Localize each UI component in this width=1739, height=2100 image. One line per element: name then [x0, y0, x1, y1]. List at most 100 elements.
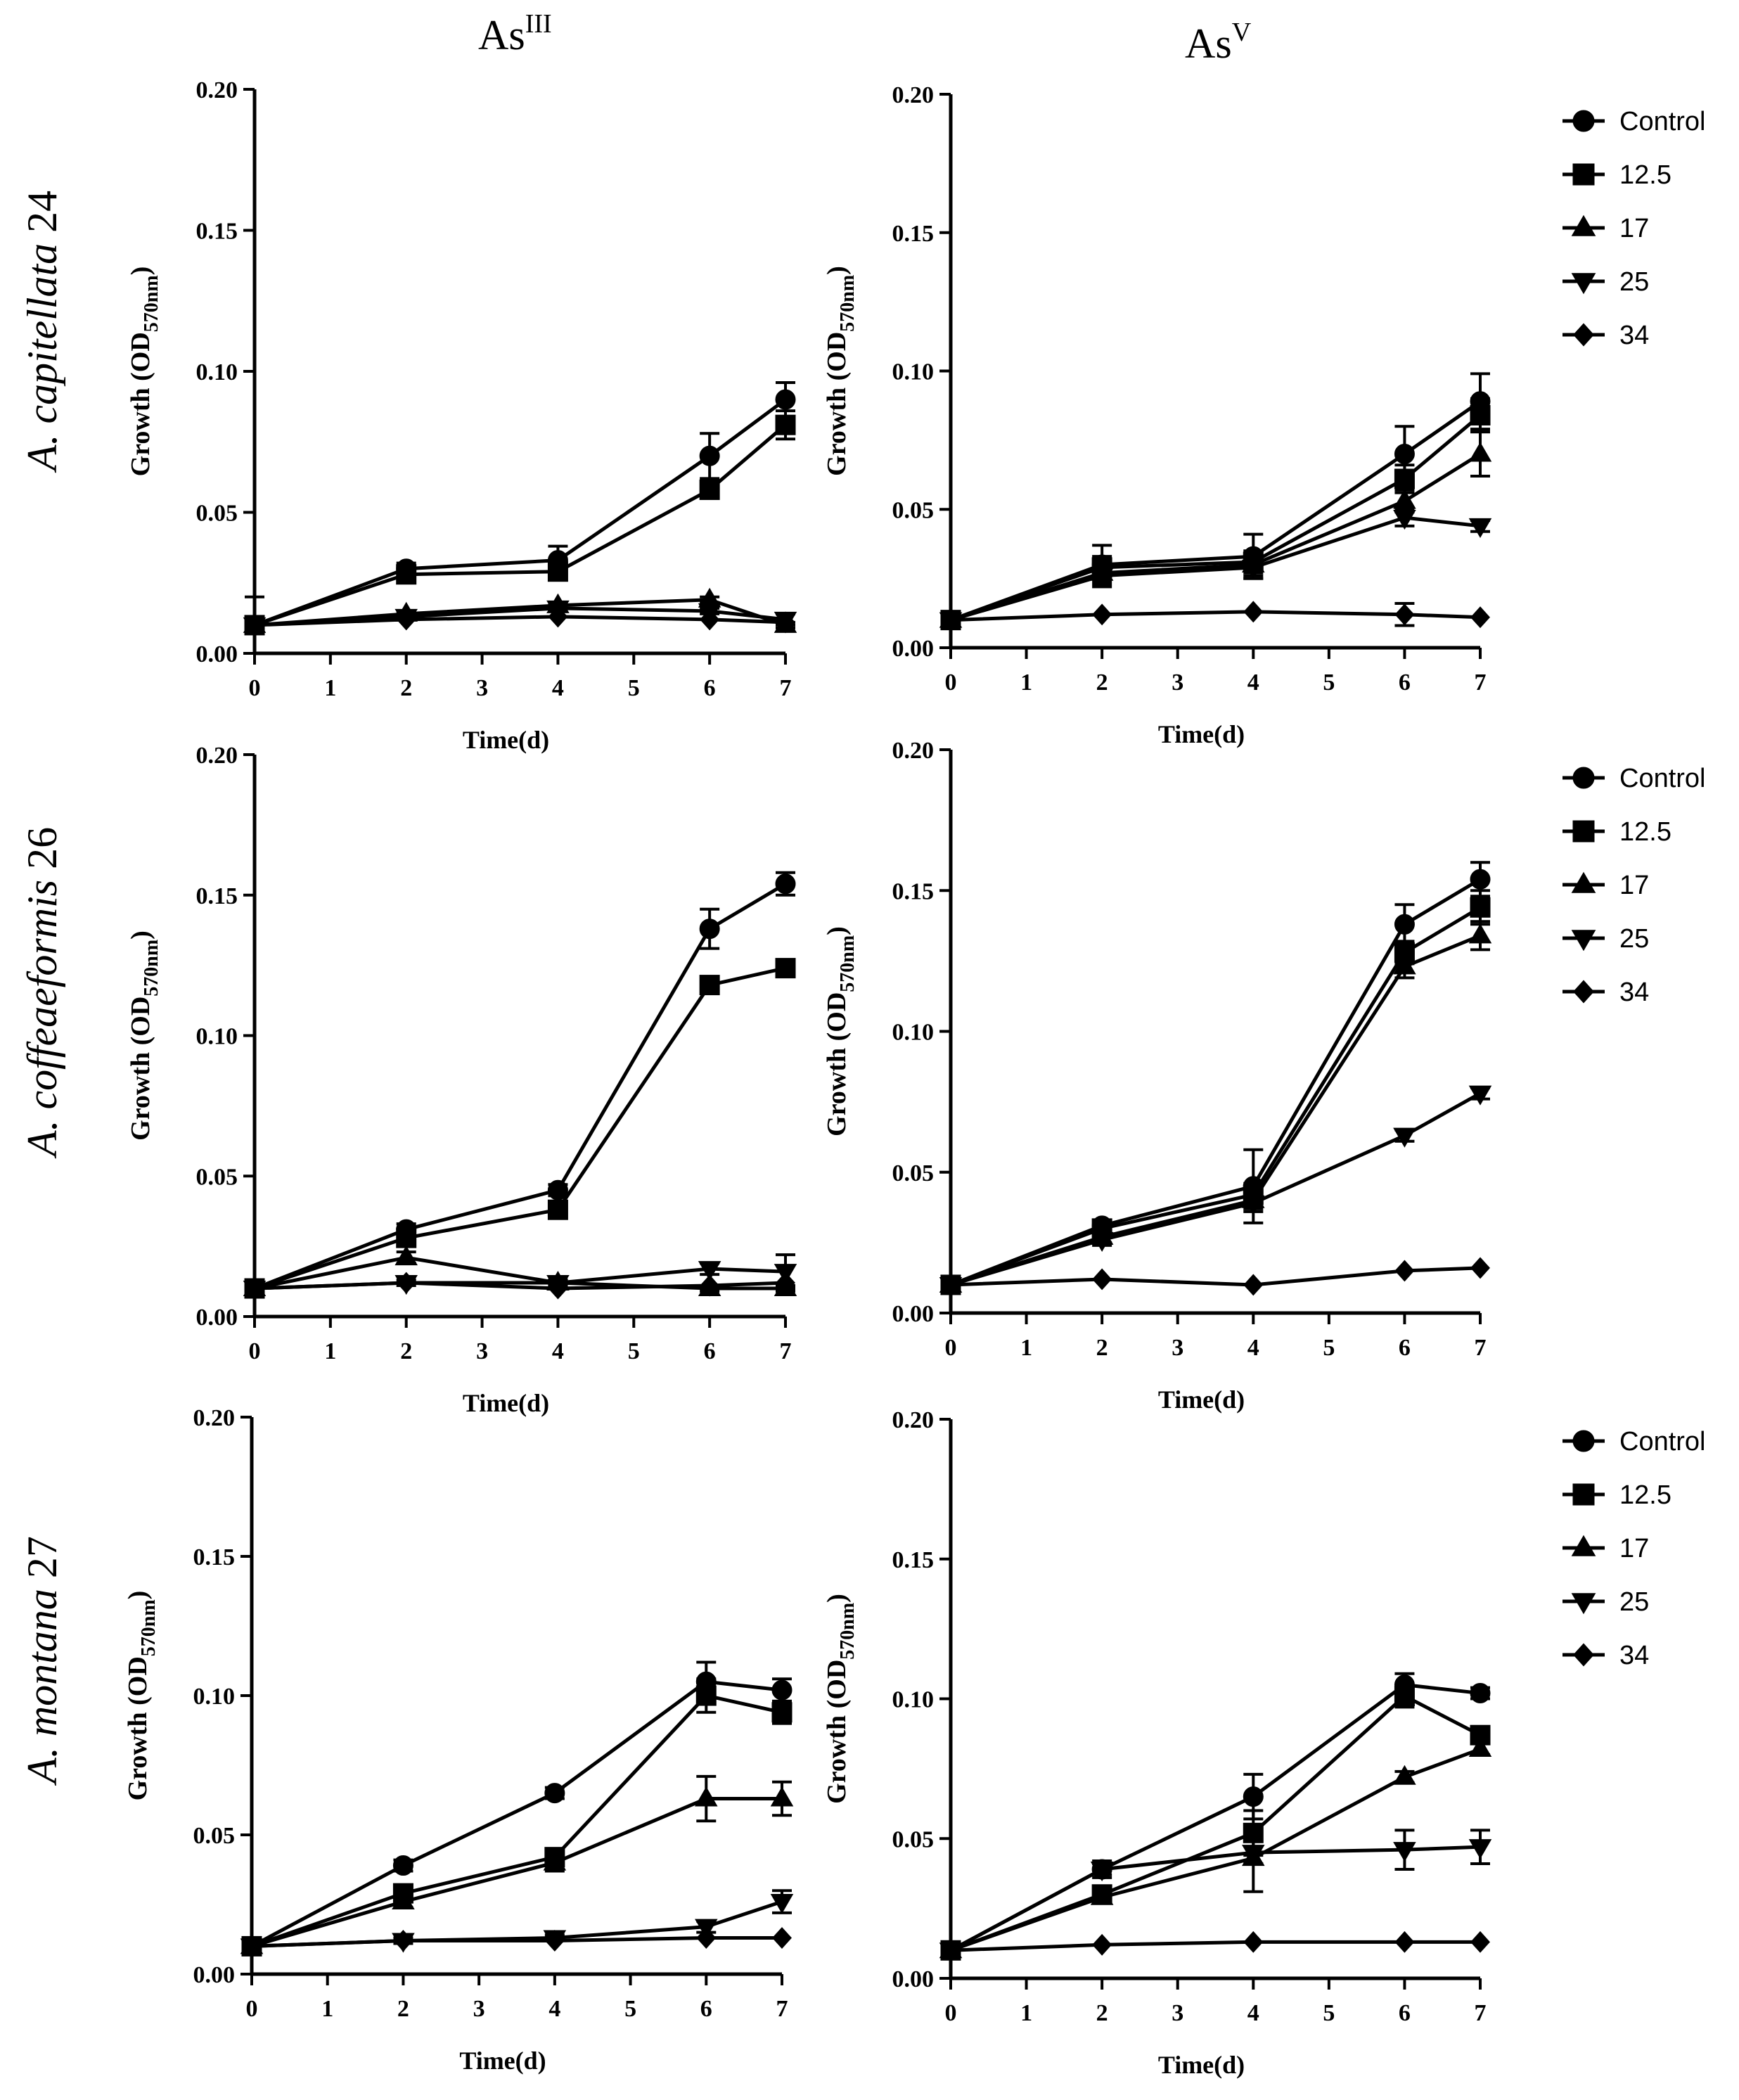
data-point	[1394, 1686, 1415, 1707]
legend-item: 25	[1562, 1587, 1649, 1617]
x-axis-label: Time(d)	[463, 1389, 549, 1417]
legend-marker	[1573, 323, 1594, 347]
x-tick-label: 7	[780, 1338, 792, 1364]
x-tick-label: 1	[1020, 670, 1032, 696]
legend-label: 25	[1619, 267, 1649, 297]
x-tick-label: 6	[704, 1338, 716, 1364]
data-point	[547, 1199, 568, 1220]
x-tick-label: 3	[1172, 670, 1183, 696]
y-axis-label-subscript: 570nm	[141, 275, 162, 332]
series-Control	[241, 1660, 793, 1957]
x-tick-label: 2	[400, 675, 412, 701]
data-point	[1090, 1861, 1114, 1882]
legend-marker	[1571, 871, 1596, 893]
legend-item: 17	[1562, 871, 1649, 900]
legend-label: Control	[1619, 1427, 1706, 1456]
legend-label: 34	[1619, 978, 1649, 1007]
x-tick-label: 5	[1323, 2000, 1335, 2026]
data-point	[396, 564, 417, 585]
data-point	[776, 1272, 795, 1294]
data-point	[1393, 1842, 1416, 1862]
data-point	[547, 561, 568, 582]
x-tick-label: 6	[1399, 2000, 1411, 2026]
data-point	[695, 1786, 718, 1807]
x-axis-label: Time(d)	[1158, 720, 1245, 748]
y-tick-label: 0.20	[196, 743, 238, 769]
data-point	[1468, 518, 1492, 538]
data-point	[1468, 1085, 1492, 1106]
y-axis-label-subscript: 570nm	[141, 940, 162, 997]
y-tick-label: 0.05	[193, 1823, 236, 1849]
data-point	[1092, 603, 1112, 626]
data-point	[242, 1935, 262, 1957]
x-axis-label: Time(d)	[463, 726, 549, 754]
data-point	[1470, 1683, 1491, 1704]
legend-marker	[1571, 273, 1596, 295]
y-axis-label: Growth (OD570nm)	[822, 1594, 859, 1804]
x-tick-label: 3	[1172, 2000, 1183, 2026]
y-axis-label-prefix: Growth (OD	[822, 332, 852, 476]
data-point	[941, 609, 961, 632]
data-point	[1243, 1274, 1264, 1296]
x-tick-label: 3	[1172, 1335, 1183, 1361]
x-axis-label: Time(d)	[1158, 2051, 1245, 2079]
x-tick-label: 5	[1323, 670, 1335, 696]
legend-label: 25	[1619, 924, 1649, 954]
legend-3: Control 12.5 17 25 34	[1562, 1427, 1706, 1670]
data-point	[699, 479, 720, 500]
data-point	[1468, 923, 1492, 944]
y-tick-label: 0.10	[196, 1024, 238, 1050]
x-tick-label: 7	[776, 1996, 788, 2022]
series-34	[245, 606, 795, 636]
y-tick-label: 0.20	[196, 77, 238, 103]
y-axis-label-subscript: 570nm	[837, 935, 859, 992]
legend-2: Control 12.5 17 25 34	[1562, 764, 1706, 1007]
data-point	[245, 1277, 264, 1300]
y-axis-label: Growth (OD570nm)	[822, 266, 859, 476]
x-axis-label: Time(d)	[459, 2047, 546, 2075]
data-point	[548, 1277, 568, 1300]
y-axis-label: Growth (OD570nm)	[126, 930, 162, 1141]
legend-item: 34	[1562, 1641, 1649, 1670]
y-tick-label: 0.00	[892, 1301, 935, 1327]
x-tick-label: 1	[1020, 1335, 1032, 1361]
y-axis-label-suffix: )	[126, 267, 155, 276]
data-point	[1468, 442, 1492, 462]
series-line	[949, 1845, 1481, 1952]
legend-label: 17	[1619, 1534, 1649, 1563]
data-point	[548, 606, 568, 628]
x-tick-label: 1	[1020, 2000, 1032, 2026]
y-axis-label-subscript: 570nm	[837, 275, 859, 332]
series-line	[950, 1694, 1482, 1952]
data-point	[396, 608, 416, 631]
x-tick-label: 6	[704, 675, 716, 701]
legend-marker	[1572, 163, 1595, 186]
y-tick-label: 0.05	[196, 1164, 238, 1190]
data-point	[1470, 1931, 1490, 1953]
x-tick-label: 7	[1475, 2000, 1487, 2026]
data-point	[396, 1227, 417, 1248]
legend-label: Control	[1619, 764, 1706, 793]
data-point	[1243, 601, 1264, 623]
legend-label: 34	[1619, 1641, 1649, 1670]
data-point	[1470, 869, 1491, 890]
data-point	[1470, 1257, 1490, 1279]
data-point	[544, 1783, 565, 1804]
legend-label: 12.5	[1619, 160, 1671, 190]
chart-panel-4: 0.00 0.05 0.10 0.15 0.20 0 1 2 3 4 5 6 7 Time(d) Growt…	[822, 738, 1492, 1414]
legend-marker	[1573, 980, 1594, 1004]
legend-marker	[1572, 1430, 1595, 1452]
series-34	[242, 1927, 792, 1957]
x-tick-label: 5	[628, 675, 640, 701]
y-axis-label-prefix: Growth (OD	[123, 1656, 153, 1800]
x-tick-label: 4	[552, 675, 564, 701]
data-point	[700, 608, 720, 631]
data-point	[1394, 603, 1415, 626]
x-tick-label: 6	[1399, 670, 1411, 696]
x-tick-label: 0	[249, 675, 261, 701]
data-point	[1393, 1765, 1416, 1785]
legend-item: 12.5	[1562, 817, 1671, 847]
y-tick-label: 0.10	[892, 359, 935, 385]
series-25	[939, 1829, 1492, 1963]
data-point	[1243, 1931, 1264, 1953]
